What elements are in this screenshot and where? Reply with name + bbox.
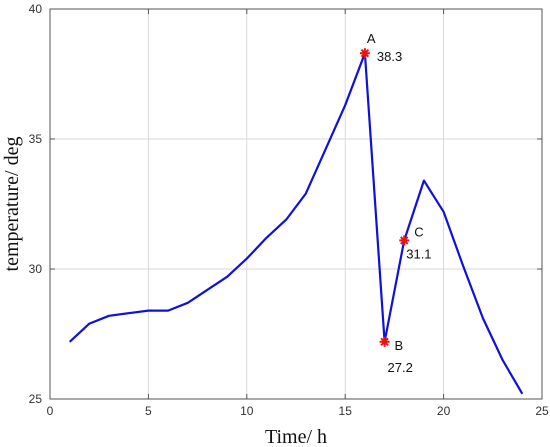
y-tick-labels: 25 30 35 40 (29, 2, 43, 406)
plot-frame (49, 8, 543, 400)
x-tick-label-2: 10 (240, 404, 254, 418)
annotation-value-A: 38.3 (377, 49, 402, 64)
annotation-letter-C: C (414, 224, 423, 239)
annotation-marker-C (399, 235, 410, 246)
y-tick-label-3: 40 (29, 2, 43, 16)
x-tick-labels: 0 5 10 15 20 25 (47, 404, 549, 418)
y-axis-label: temperature/ deg (1, 137, 23, 272)
annotation-value-C: 31.1 (406, 246, 431, 261)
x-tick-label-4: 20 (437, 404, 451, 418)
x-tick-label-5: 25 (535, 404, 549, 418)
annotation-letter-B: B (395, 338, 404, 353)
grid-lines (50, 9, 542, 399)
annotation-marker-stroke (360, 48, 370, 58)
x-tick-label-3: 15 (339, 404, 353, 418)
annotation-layer: A38.3 B 27.2 C 31.1 (359, 31, 432, 375)
y-tick-label-2: 35 (29, 132, 43, 146)
y-tick-label-0: 25 (29, 392, 43, 406)
series-line-0 (68, 52, 524, 395)
annotation-marker-A (359, 48, 370, 59)
y-tick-label-1: 30 (29, 262, 43, 276)
axis-ticks (49, 8, 543, 400)
x-tick-label-1: 5 (145, 404, 152, 418)
annotation-marker-stroke (380, 337, 389, 347)
series-layer (68, 52, 524, 395)
x-tick-label-0: 0 (47, 404, 54, 418)
annotation-marker-stroke (400, 236, 409, 245)
annotation-marker-B (379, 336, 390, 347)
annotation-value-B: 27.2 (388, 360, 413, 375)
annotation-letter-A: A (367, 31, 376, 46)
x-axis-label: Time/ h (265, 426, 327, 447)
